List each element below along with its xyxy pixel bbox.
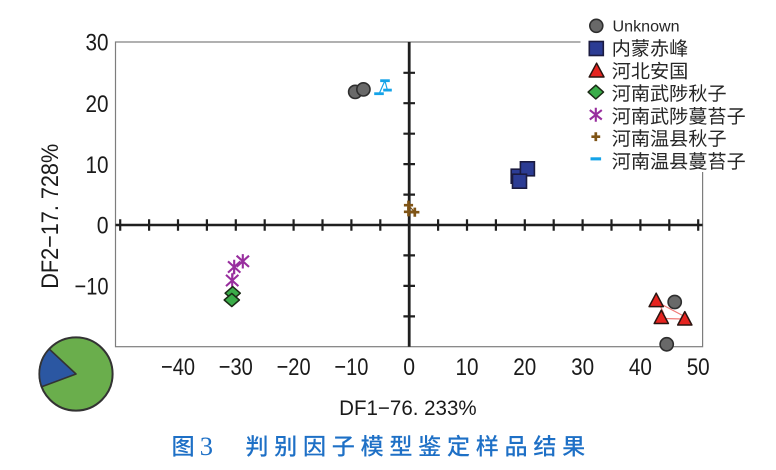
svg-text:0: 0: [97, 213, 109, 240]
svg-text:Unknown: Unknown: [613, 18, 680, 36]
svg-text:3: 3: [200, 431, 213, 461]
svg-text:−10: −10: [75, 274, 109, 301]
svg-text:20: 20: [86, 91, 109, 118]
svg-text:20: 20: [513, 354, 536, 381]
svg-text:−20: −20: [277, 354, 311, 381]
svg-text:−40: −40: [161, 354, 195, 381]
svg-text:0: 0: [403, 354, 415, 381]
svg-text:−30: −30: [219, 354, 253, 381]
svg-text:−10: −10: [334, 354, 368, 381]
svg-text:30: 30: [86, 30, 109, 57]
svg-text:40: 40: [629, 354, 652, 381]
svg-text:50: 50: [687, 354, 710, 381]
svg-text:30: 30: [571, 354, 594, 381]
svg-text:DF1−76. 233%: DF1−76. 233%: [339, 397, 477, 420]
svg-text:10: 10: [86, 152, 109, 179]
svg-text:10: 10: [456, 354, 479, 381]
svg-text:DF2−17. 728%: DF2−17. 728%: [37, 144, 64, 289]
